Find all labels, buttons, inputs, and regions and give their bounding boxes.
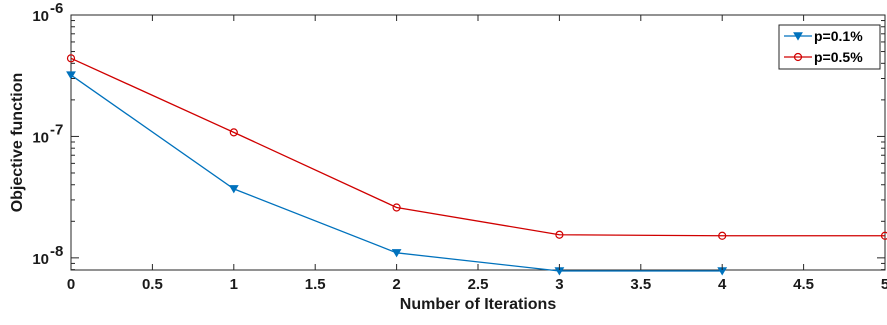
x-tick-label: 1.5 <box>305 276 326 293</box>
x-axis-title: Number of Iterations <box>400 296 557 313</box>
x-tick-label: 3 <box>555 276 563 293</box>
x-tick-label: 2.5 <box>468 276 489 293</box>
legend-marker <box>793 32 803 41</box>
legend-label: p=0.1% <box>814 28 863 44</box>
y-tick-label: 10 <box>32 251 49 268</box>
y-tick-label: 10 <box>32 8 49 25</box>
x-tick-label: 1 <box>230 276 238 293</box>
data-point <box>392 203 401 212</box>
y-tick-label: 10 <box>32 129 49 146</box>
data-point <box>228 185 239 194</box>
y-tick-exponent: -6 <box>50 0 63 17</box>
x-tick-label: 4.5 <box>793 276 814 293</box>
x-tick-label: 0.5 <box>142 276 163 293</box>
data-point <box>880 231 887 240</box>
legend-marker <box>793 52 803 62</box>
x-tick-label: 3.5 <box>630 276 651 293</box>
y-tick-exponent: -8 <box>50 243 63 260</box>
data-point <box>718 231 727 240</box>
y-tick-exponent: -7 <box>50 121 63 138</box>
legend-label: p=0.5% <box>814 49 863 65</box>
data-point <box>391 249 402 258</box>
plot-area <box>70 14 886 271</box>
x-tick-label: 5 <box>881 276 887 293</box>
x-tick-label: 2 <box>392 276 400 293</box>
data-point <box>66 71 76 80</box>
series-p=0.5% <box>66 54 887 240</box>
x-tick-label: 0 <box>67 276 75 293</box>
x-tick-label: 4 <box>718 276 727 293</box>
y-axis-title: Objective function <box>9 73 26 213</box>
axis-ticks: 0 0.5 1 1.5 2 2.5 3 3.5 4 4.5 510-810-710-6 <box>32 0 887 293</box>
series-p=0.1% <box>66 71 728 276</box>
legend: p=0.1% p=0.5% <box>778 24 881 70</box>
data-point <box>66 54 76 63</box>
data-point <box>555 230 564 239</box>
data-point <box>229 128 238 137</box>
series-line <box>70 57 885 237</box>
plot-frame <box>70 14 886 271</box>
series-group <box>66 54 887 276</box>
